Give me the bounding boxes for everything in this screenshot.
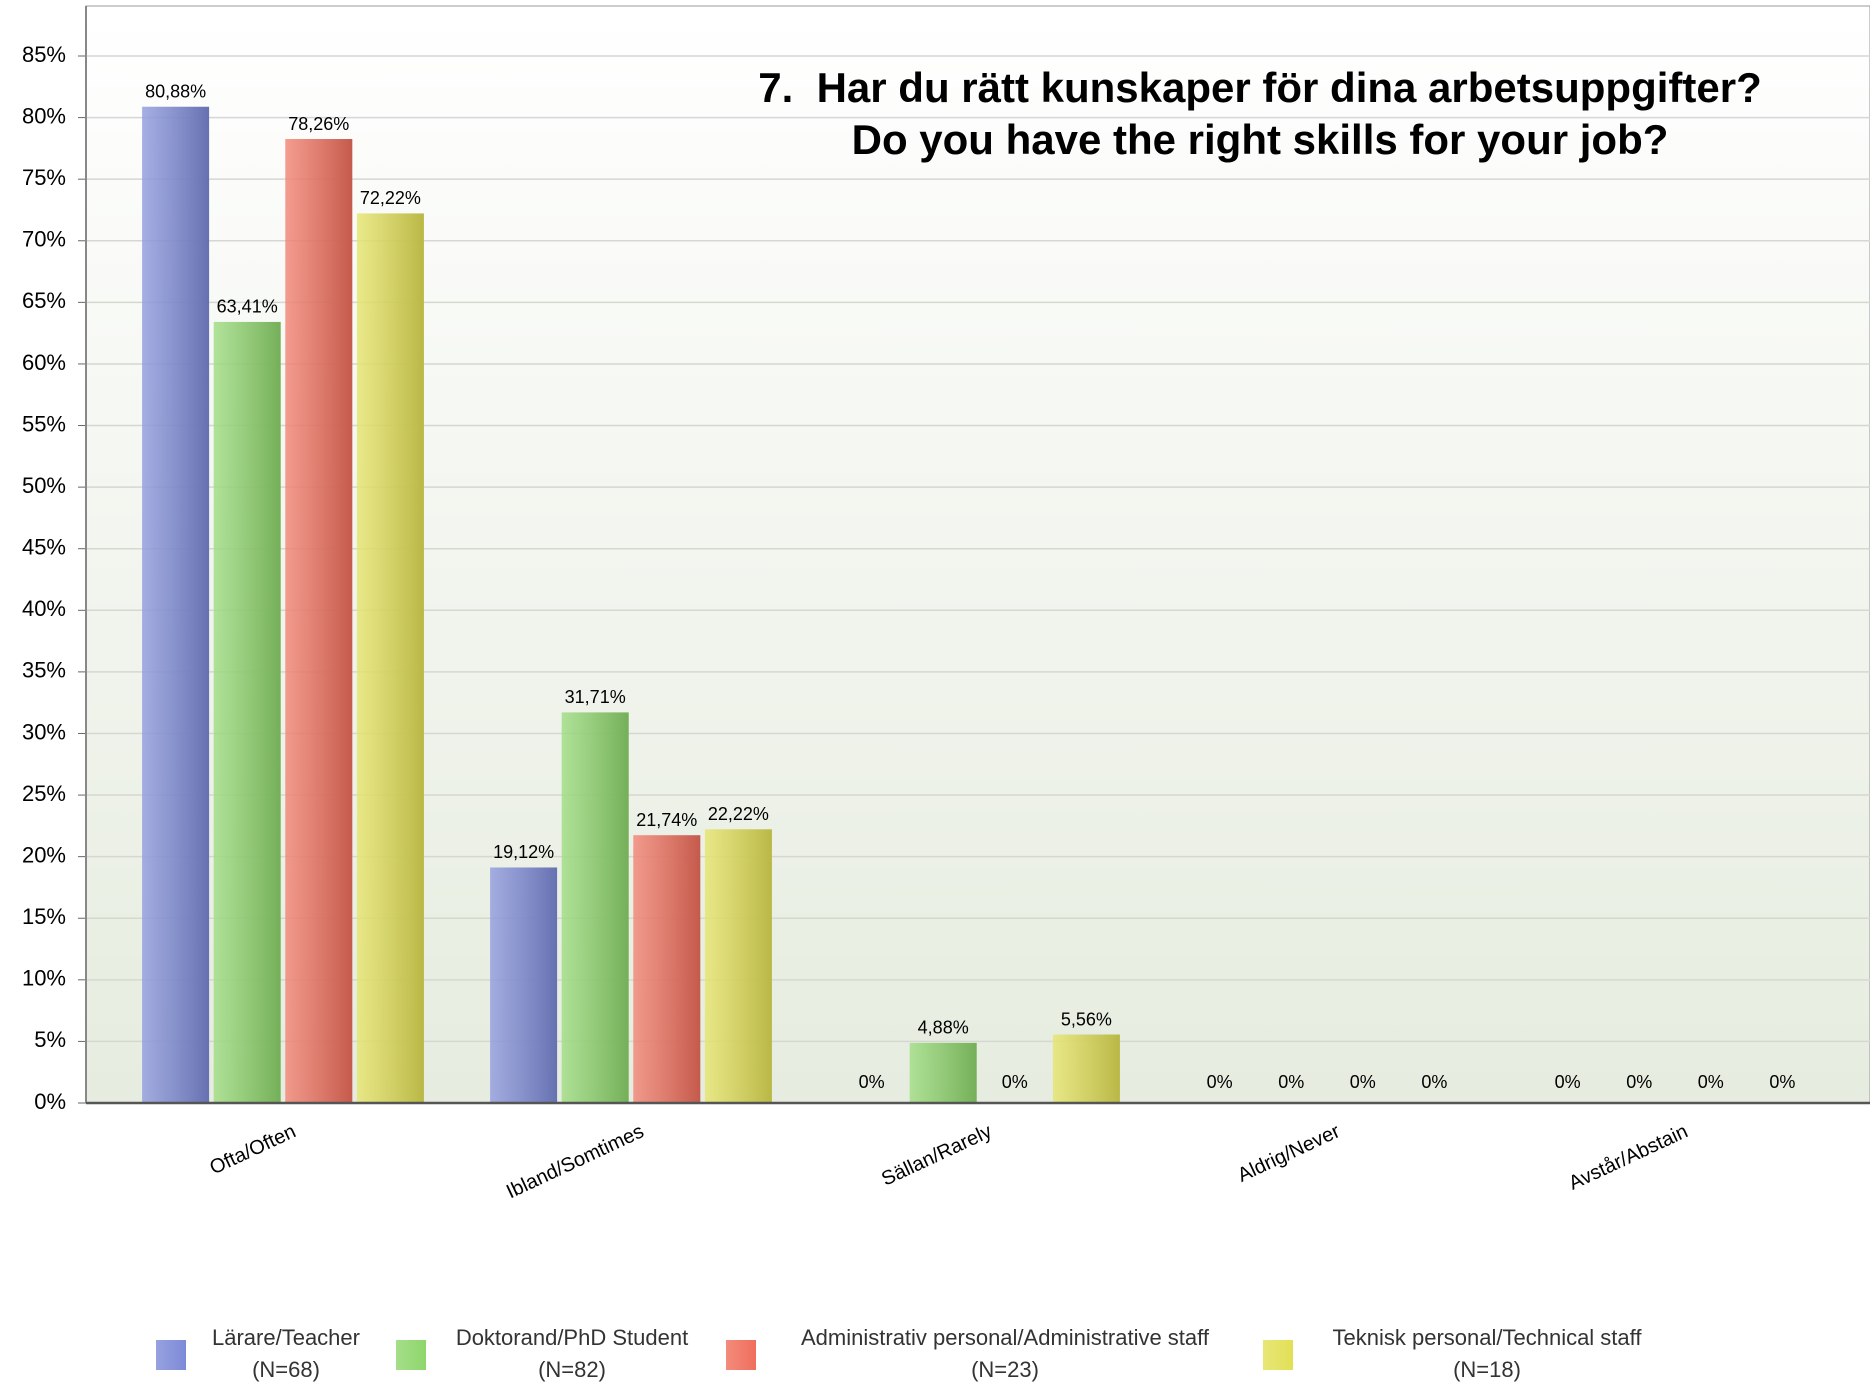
value-label: 78,26% <box>288 114 349 134</box>
legend-swatch <box>156 1340 186 1370</box>
y-tick-label: 80% <box>22 103 66 128</box>
y-tick-label: 70% <box>22 227 66 252</box>
y-tick-label: 75% <box>22 165 66 190</box>
x-tick-label: Ibland/Somtimes <box>503 1120 647 1203</box>
y-tick-label: 60% <box>22 350 66 375</box>
y-tick-label: 85% <box>22 42 66 67</box>
bar-shade <box>1052 1034 1120 1103</box>
value-label: 21,74% <box>636 810 697 830</box>
value-label: 0% <box>1421 1072 1447 1092</box>
y-tick-label: 45% <box>22 535 66 560</box>
value-label: 31,71% <box>565 687 626 707</box>
y-tick-label: 0% <box>34 1089 66 1114</box>
legend-label: Lärare/Teacher (N=68) <box>212 1325 360 1382</box>
y-tick-label: 15% <box>22 904 66 929</box>
value-label: 0% <box>1626 1072 1652 1092</box>
legend-label: Teknisk personal/Technical staff (N=18) <box>1332 1325 1642 1382</box>
bar-shade <box>561 712 629 1103</box>
y-tick-label: 35% <box>22 658 66 683</box>
y-tick-label: 10% <box>22 966 66 991</box>
x-tick-label: Sällan/Rarely <box>878 1120 995 1190</box>
plot-area <box>85 5 1870 1104</box>
value-label: 80,88% <box>145 81 206 101</box>
bar-shade <box>633 835 701 1103</box>
value-label: 4,88% <box>918 1018 969 1038</box>
value-label: 72,22% <box>360 188 421 208</box>
y-tick-label: 65% <box>22 288 66 313</box>
bar-shade <box>356 213 424 1103</box>
legend-label: Administrativ personal/Administrative st… <box>801 1325 1209 1382</box>
value-label: 0% <box>859 1072 885 1092</box>
value-label: 63,41% <box>217 297 278 317</box>
value-label: 22,22% <box>708 804 769 824</box>
value-label: 5,56% <box>1061 1009 1112 1029</box>
y-tick-label: 30% <box>22 719 66 744</box>
y-tick-label: 55% <box>22 411 66 436</box>
value-label: 0% <box>1698 1072 1724 1092</box>
x-tick-label: Avstår/Abstain <box>1566 1120 1692 1194</box>
y-tick-label: 20% <box>22 842 66 867</box>
chart-title: 7. Har du rätt kunskaper för dina arbets… <box>758 64 1762 163</box>
bar-shade <box>909 1042 977 1103</box>
legend-swatch <box>396 1340 426 1370</box>
x-tick-label: Aldrig/Never <box>1234 1120 1343 1187</box>
bar-shade <box>213 321 281 1103</box>
x-tick-label: Ofta/Often <box>206 1120 299 1179</box>
value-label: 0% <box>1769 1072 1795 1092</box>
bar-shade <box>285 139 353 1103</box>
y-tick-label: 25% <box>22 781 66 806</box>
value-label: 19,12% <box>493 842 554 862</box>
y-tick-label: 40% <box>22 596 66 621</box>
bar-shade <box>704 829 772 1103</box>
y-tick-label: 5% <box>34 1027 66 1052</box>
legend-label: Doktorand/PhD Student (N=82) <box>455 1325 689 1382</box>
value-label: 0% <box>1278 1072 1304 1092</box>
y-tick-label: 50% <box>22 473 66 498</box>
legend-swatch <box>726 1340 756 1370</box>
value-label: 0% <box>1555 1072 1581 1092</box>
value-label: 0% <box>1002 1072 1028 1092</box>
bar-shade <box>142 106 210 1103</box>
bar-shade <box>490 867 558 1103</box>
legend-swatch <box>1263 1340 1293 1370</box>
value-label: 0% <box>1207 1072 1233 1092</box>
value-label: 0% <box>1350 1072 1376 1092</box>
